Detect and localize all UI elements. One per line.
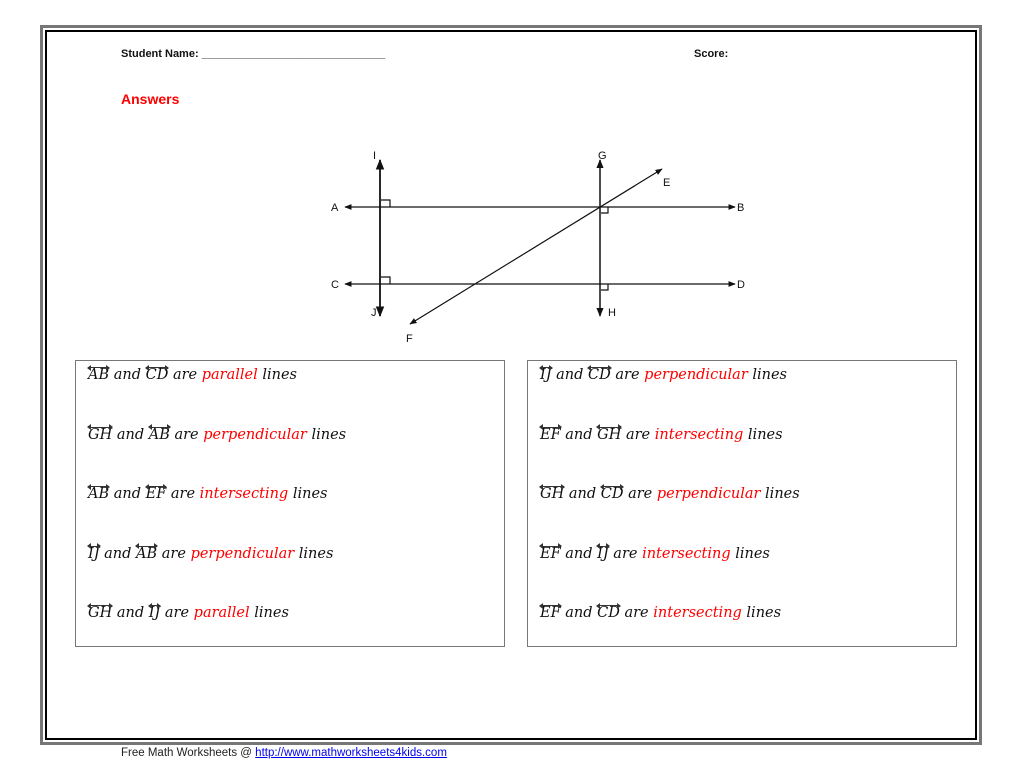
relation-answer: parallel (193, 605, 250, 621)
word-lines: lines (292, 486, 328, 502)
relation-answer: intersecting (654, 426, 744, 443)
point-label-b: B (737, 202, 744, 214)
line-name: EF (539, 543, 562, 562)
answer-statement: EF and GH are intersecting lines (539, 424, 783, 443)
word-are: are (161, 545, 186, 562)
answer-statement: IJ and AB are perpendicular lines (87, 543, 334, 562)
point-label-c: C (331, 279, 339, 291)
line-name: CD (587, 364, 612, 383)
line-name: GH (596, 424, 623, 443)
word-and: and (116, 426, 145, 443)
word-are: are (170, 486, 196, 502)
footer-link[interactable]: http://www.mathworksheets4kids.com (255, 747, 447, 759)
point-label-g: G (598, 150, 607, 162)
word-lines: lines (311, 426, 347, 443)
answer-box-left: AB and CD are parallel lines GH and AB ar… (75, 360, 505, 647)
word-and: and (568, 486, 597, 502)
relation-answer: intersecting (653, 605, 742, 621)
line-name: AB (147, 424, 171, 443)
point-label-f: F (406, 333, 413, 345)
word-lines: lines (747, 426, 783, 443)
line-name: GH (538, 483, 566, 502)
word-lines: lines (254, 605, 289, 621)
point-label-e: E (663, 177, 670, 189)
line-name: GH (86, 424, 114, 443)
word-are: are (625, 426, 651, 443)
answer-box-right: IJ and CD are perpendicular lines EF and … (527, 360, 957, 647)
relation-answer: perpendicular (203, 426, 307, 443)
line-name: EF (539, 602, 562, 621)
answer-statement: GH and CD are perpendicular lines (538, 483, 800, 502)
relation-answer: perpendicular (190, 545, 295, 562)
relation-answer: parallel (201, 367, 258, 383)
line-name: IJ (596, 543, 610, 562)
student-name-label: Student Name: __________________________… (121, 48, 386, 60)
right-angle-mark (381, 199, 391, 207)
answer-statement: EF and IJ are intersecting lines (539, 543, 770, 562)
point-label-a: A (331, 202, 339, 214)
relation-answer: perpendicular (644, 367, 748, 383)
relation-answer: intersecting (199, 486, 289, 502)
word-and: and (556, 367, 584, 383)
line-ef (409, 168, 663, 325)
line-name: CD (599, 483, 625, 502)
answer-statement: AB and EF are intersecting lines (86, 483, 328, 502)
line-name: AB (135, 543, 159, 562)
relation-answer: perpendicular (656, 486, 761, 502)
line-name: EF (539, 424, 562, 443)
word-are: are (613, 545, 638, 562)
answer-statement: GH and IJ are parallel lines (86, 602, 289, 621)
word-lines: lines (746, 605, 782, 621)
line-name: IJ (147, 602, 162, 621)
right-angle-mark (601, 207, 609, 214)
word-and: and (113, 367, 142, 383)
word-lines: lines (765, 486, 800, 502)
line-name: IJ (539, 364, 553, 383)
word-and: and (565, 426, 593, 443)
line-name: GH (86, 602, 114, 621)
word-and: and (116, 605, 145, 621)
word-are: are (172, 367, 198, 383)
word-lines: lines (262, 367, 297, 383)
point-label-d: D (737, 279, 745, 291)
line-name: CD (144, 364, 170, 383)
relation-answer: intersecting (642, 545, 731, 562)
footer: Free Math Worksheets @ http://www.mathwo… (121, 747, 447, 759)
right-angle-mark (601, 284, 609, 291)
answers-title: Answers (121, 91, 180, 107)
right-angle-mark (381, 276, 391, 284)
page-frame-outer (40, 25, 982, 745)
score-label: Score: (694, 48, 729, 60)
word-are: are (624, 605, 649, 621)
answer-statement: IJ and CD are perpendicular lines (539, 364, 787, 383)
word-lines: lines (735, 545, 770, 562)
word-lines: lines (298, 545, 334, 562)
answer-statement: GH and AB are perpendicular lines (86, 424, 347, 443)
footer-text: Free Math Worksheets @ (121, 747, 256, 759)
line-name: CD (596, 602, 621, 621)
word-and: and (104, 545, 132, 562)
answer-statement: EF and CD are intersecting lines (539, 602, 782, 621)
point-label-i: I (373, 150, 376, 162)
line-name: IJ (87, 543, 101, 562)
page-frame-inner (45, 30, 977, 740)
line-name: EF (144, 483, 168, 502)
point-label-j: J (371, 307, 377, 319)
line-name: AB (86, 483, 111, 502)
word-are: are (164, 605, 190, 621)
line-name: AB (86, 364, 111, 383)
word-lines: lines (752, 367, 787, 383)
point-label-h: H (608, 307, 616, 319)
word-and: and (565, 605, 593, 621)
answer-statement: AB and CD are parallel lines (86, 364, 297, 383)
word-and: and (113, 486, 142, 502)
word-are: are (174, 426, 199, 443)
word-are: are (615, 367, 640, 383)
word-are: are (628, 486, 653, 502)
word-and: and (565, 545, 593, 562)
